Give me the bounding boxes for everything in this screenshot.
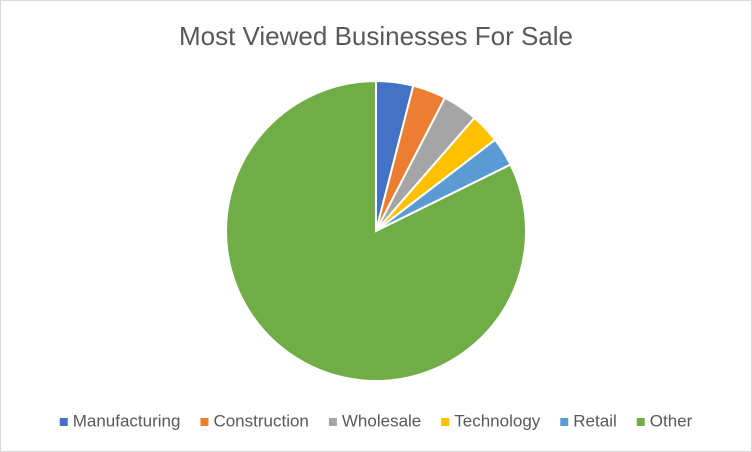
legend-swatch	[200, 418, 209, 426]
chart-title: Most Viewed Businesses For Sale	[179, 21, 573, 51]
legend-swatch	[636, 418, 645, 426]
legend-label: Construction	[213, 411, 308, 430]
legend-swatch	[59, 418, 68, 426]
legend: Manufacturing Construction Wholesale Techno…	[59, 411, 693, 430]
legend-swatch	[560, 418, 569, 426]
legend-swatch	[441, 418, 450, 426]
legend-label: Retail	[573, 411, 616, 430]
legend-swatch	[328, 418, 337, 426]
legend-label: Other	[650, 411, 693, 430]
legend-label: Wholesale	[342, 411, 421, 430]
legend-label: Manufacturing	[73, 411, 181, 430]
legend-label: Technology	[454, 411, 541, 430]
pie-slice	[225, 79, 527, 382]
